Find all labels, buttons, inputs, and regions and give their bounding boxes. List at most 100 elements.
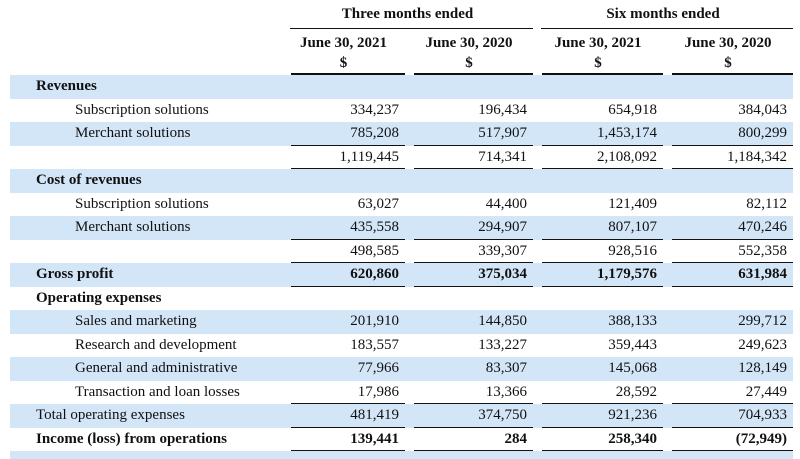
currency-unit-spacer (10, 56, 282, 75)
cell-value: 800,299 (663, 122, 793, 146)
column-header-date: June 30, 2021 (299, 35, 388, 51)
table-row-sales-and-marketing: Sales and marketing 201,910 144,850 388,… (10, 310, 793, 334)
cell-value: 17,986 (282, 381, 405, 405)
table-row-cost-of-revenues: Cost of revenues (10, 169, 793, 193)
cell-value: 2,108,092 (533, 146, 663, 170)
table-row-transaction-and-loan-losses: Transaction and loan losses 17,986 13,36… (10, 381, 793, 405)
table-row-total-revenues: 1,119,445 714,341 2,108,092 1,184,342 (10, 146, 793, 170)
cell-value: 388,133 (608, 313, 657, 329)
row-label: Subscription solutions (75, 195, 209, 212)
cell-value: 294,907 (405, 216, 533, 240)
column-header-date: June 30, 2021 (554, 35, 642, 51)
cell-value: 196,434 (478, 101, 527, 118)
cell-value: 28,592 (533, 381, 663, 405)
table-row-merchant-solutions: Merchant solutions 785,208 517,907 1,453… (10, 122, 793, 146)
table-row-general-and-administrative: General and administrative 77,966 83,307… (10, 357, 793, 381)
row-label: Income (loss) from operations (36, 430, 227, 447)
cell-value: 552,358 (663, 240, 793, 264)
cell-value: 714,341 (405, 146, 533, 170)
cell-value: 481,419 (282, 404, 405, 428)
cell-value: (72,949) (663, 428, 793, 452)
partial-next-row-band (10, 451, 793, 459)
table-row-operating-expenses: Operating expenses (10, 287, 793, 311)
table-row-gross-profit: Gross profit 620,860 375,034 1,179,576 6… (10, 263, 793, 287)
row-label: Gross profit (36, 266, 114, 282)
cell-value: 77,966 (357, 360, 399, 376)
row-label (10, 146, 282, 170)
table-row-total-operating-expenses: Total operating expenses 481,419 374,750… (10, 404, 793, 428)
row-label: Merchant solutions (75, 125, 191, 141)
table-row-subscription-solutions-cost: Subscription solutions 63,027 44,400 121… (10, 193, 793, 217)
cell-value: 121,409 (608, 195, 657, 212)
cell-value (663, 287, 793, 311)
cell-value: 133,227 (478, 336, 527, 353)
cell-value: 139,441 (282, 428, 405, 452)
cell-value: 359,443 (608, 336, 657, 353)
cell-value: 339,307 (405, 240, 533, 264)
cell-value: 144,850 (478, 313, 527, 329)
currency-unit: $ (405, 56, 533, 75)
cell-value (533, 287, 663, 311)
cell-value (405, 75, 533, 99)
cell-value: 517,907 (405, 122, 533, 146)
row-label: Revenues (36, 78, 97, 94)
currency-unit: $ (663, 56, 793, 75)
table-row-subscription-solutions: Subscription solutions 334,237 196,434 6… (10, 99, 793, 123)
cell-value (405, 169, 533, 193)
row-label: Subscription solutions (75, 101, 209, 118)
date-header-spacer (10, 30, 282, 56)
cell-value: 384,043 (738, 101, 787, 118)
cell-value: 498,585 (282, 240, 405, 264)
row-label: Research and development (75, 336, 237, 353)
cell-value: 334,237 (350, 101, 399, 118)
cell-value (405, 287, 533, 311)
cell-value: 1,119,445 (282, 146, 405, 170)
cell-value: 128,149 (738, 360, 787, 376)
group-header-three-months: Three months ended (282, 0, 533, 30)
column-group-header-row: Three months ended Six months ended (10, 0, 793, 30)
cell-value: 928,516 (533, 240, 663, 264)
cell-value: 299,712 (738, 313, 787, 329)
cell-value: 83,307 (485, 360, 527, 376)
cell-value: 27,449 (663, 381, 793, 405)
cell-value: 183,557 (350, 336, 399, 353)
cell-value (282, 75, 405, 99)
column-header-date: June 30, 2020 (684, 35, 772, 51)
cell-value (533, 75, 663, 99)
cell-value: 82,112 (746, 195, 787, 212)
cell-value: 375,034 (405, 263, 533, 287)
cell-value: 374,750 (405, 404, 533, 428)
cell-value: 704,933 (663, 404, 793, 428)
cell-value: 284 (405, 428, 533, 452)
row-label: Merchant solutions (75, 219, 191, 235)
table-row-research-and-development: Research and development 183,557 133,227… (10, 334, 793, 358)
cell-value: 631,984 (663, 263, 793, 287)
cell-value (663, 169, 793, 193)
cell-value: 249,623 (738, 336, 787, 353)
row-label: Sales and marketing (75, 313, 197, 329)
cell-value: 44,400 (485, 195, 527, 212)
cell-value: 201,910 (350, 313, 399, 329)
date-header-row: June 30, 2021 June 30, 2020 June 30, 202… (10, 30, 793, 56)
cell-value: 654,918 (608, 101, 657, 118)
cell-value: 258,340 (533, 428, 663, 452)
cell-value: 1,453,174 (533, 122, 663, 146)
currency-unit-row: $ $ $ $ (10, 56, 793, 75)
cell-value (282, 287, 405, 311)
cell-value (663, 75, 793, 99)
cell-value (533, 169, 663, 193)
cell-value: 921,236 (533, 404, 663, 428)
row-label: General and administrative (75, 360, 238, 376)
table-row-total-cost-of-revenues: 498,585 339,307 928,516 552,358 (10, 240, 793, 264)
cell-value: 63,027 (357, 195, 399, 212)
row-label (10, 240, 282, 264)
currency-unit: $ (282, 56, 405, 75)
row-label: Cost of revenues (36, 172, 142, 188)
row-label: Total operating expenses (36, 407, 185, 423)
cell-value: 435,558 (282, 216, 405, 240)
row-label: Operating expenses (36, 289, 162, 306)
cell-value: 785,208 (282, 122, 405, 146)
cell-value: 1,184,342 (663, 146, 793, 170)
cell-value: 470,246 (663, 216, 793, 240)
